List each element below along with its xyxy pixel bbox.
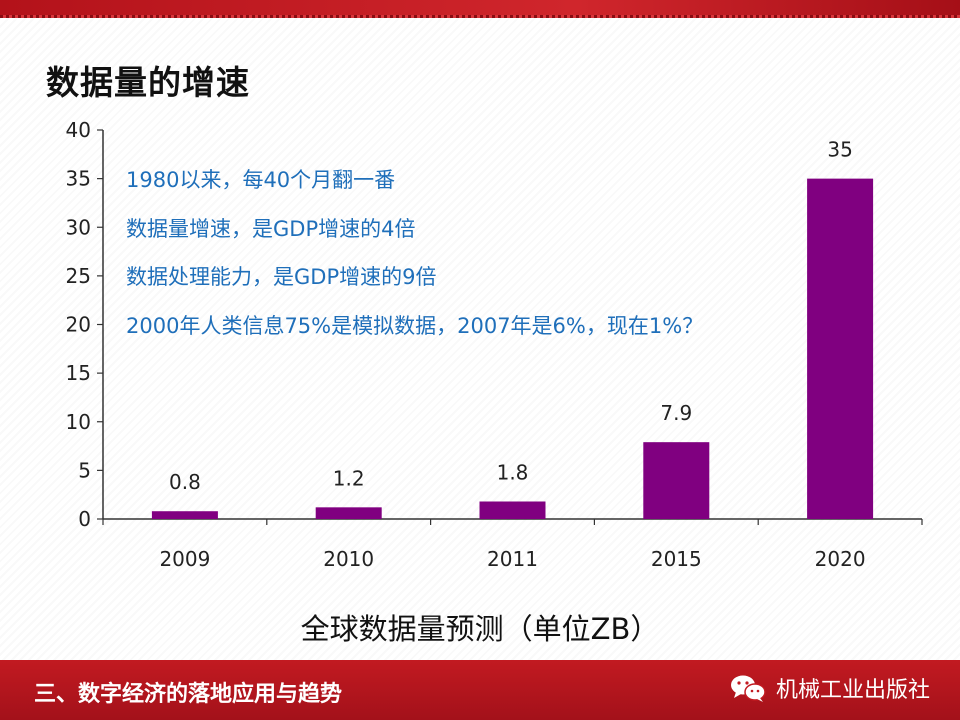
brand: 机械工业出版社 [728,672,930,704]
y-tick-label: 30 [66,215,91,239]
footer-bar: 三、数字经济的落地应用与趋势 机械工业出版社 [0,660,960,720]
y-tick-label: 0 [78,507,91,531]
chart-caption: 全球数据量预测（单位ZB） [300,612,660,646]
data-label: 1.8 [497,460,529,484]
bar [643,442,710,519]
section-label: 三、数字经济的落地应用与趋势 [34,682,343,707]
note-list: 1980以来，每40个月翻一番 数据量增速，是GDP增速的4倍 数据处理能力，是… [126,162,703,356]
top-accent-bar [0,0,960,18]
x-axis: 2009 2010 2011 2015 2020 [102,518,923,571]
y-tick-label: 40 [66,118,91,142]
note-line: 数据处理能力，是GDP增速的9倍 [126,265,437,289]
bars [151,178,874,519]
x-tick-label: 2009 [159,547,210,571]
y-tick-label: 10 [66,410,91,434]
data-label: 0.8 [169,470,201,494]
y-tick-label: 5 [78,458,91,482]
value-labels: 0.8 1.2 1.8 7.9 35 [169,138,853,495]
note-line: 1980以来，每40个月翻一番 [126,168,396,192]
y-tick-label: 15 [66,361,91,385]
x-tick-label: 2020 [815,547,866,571]
y-tick-label: 35 [66,167,91,191]
wechat-icon [730,675,766,702]
bar [807,178,874,519]
y-tick-label: 20 [66,313,91,337]
note-line: 2000年人类信息75%是模拟数据，2007年是6%，现在1%？ [126,313,704,338]
brand-name: 机械工业出版社 [775,678,930,703]
x-tick-label: 2010 [323,547,374,571]
y-axis: 0 5 10 15 20 25 30 35 40 [66,118,104,531]
y-tick-label: 25 [66,264,91,288]
x-tick-label: 2015 [651,547,702,571]
data-label: 35 [827,138,852,162]
bar [151,511,218,519]
slide-title: 数据量的增速 [46,63,250,102]
x-tick-label: 2011 [487,547,538,571]
bar [315,507,382,519]
data-label: 7.9 [660,401,692,425]
data-label: 1.2 [333,466,365,490]
bar [479,501,546,519]
note-line: 数据量增速，是GDP增速的4倍 [126,216,416,241]
